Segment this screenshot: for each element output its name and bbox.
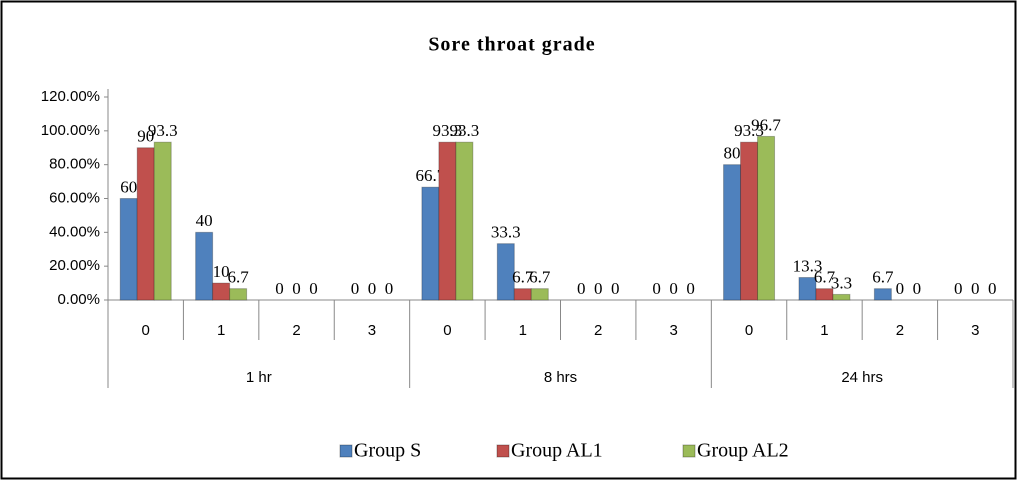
x-tick-label: 0 <box>443 322 451 339</box>
data-label: 93.3 <box>433 121 463 140</box>
bar <box>873 288 892 301</box>
y-tick-label: 0.00% <box>57 291 100 308</box>
data-label: 6.7 <box>529 268 551 287</box>
data-label: 0 <box>368 279 377 298</box>
data-label: 60 <box>120 177 137 196</box>
data-label: 3.3 <box>831 273 852 292</box>
data-label: 33.3 <box>491 223 521 242</box>
data-label: 0 <box>686 279 695 298</box>
data-label: 13.3 <box>793 256 823 275</box>
data-label: 93.3 <box>148 121 178 140</box>
chart-title: Sore throat grade <box>428 34 595 56</box>
data-label: 6.7 <box>512 268 534 287</box>
bar <box>455 141 474 301</box>
legend-label: Group S <box>354 440 421 462</box>
data-label: 6.7 <box>228 268 250 287</box>
data-label: 0 <box>988 279 997 298</box>
bar <box>229 288 248 301</box>
bar <box>723 164 742 301</box>
data-label: 93.3 <box>734 121 764 140</box>
bar <box>421 186 440 301</box>
bar <box>513 288 532 301</box>
x-tick-label: 2 <box>896 322 904 339</box>
x-tick-label: 1 <box>217 322 225 339</box>
data-label: 0 <box>275 279 284 298</box>
legend-label: Group AL1 <box>511 440 603 462</box>
x-tick-label: 1 <box>820 322 828 339</box>
bar <box>832 293 851 301</box>
data-label: 0 <box>309 279 318 298</box>
data-label: 93.3 <box>450 121 480 140</box>
data-label: 40 <box>196 211 213 230</box>
bar <box>496 243 515 301</box>
bar <box>530 288 549 301</box>
x-tick-label: 3 <box>669 322 677 339</box>
legend-swatch <box>682 444 696 458</box>
x-tick-label: 2 <box>292 322 300 339</box>
y-tick-label: 120.00% <box>41 88 100 105</box>
data-label: 0 <box>292 279 301 298</box>
data-label: 0 <box>954 279 963 298</box>
bar <box>153 141 172 301</box>
group-label: 8 hrs <box>544 369 577 386</box>
legend-label: Group AL2 <box>697 440 789 462</box>
x-tick-label: 0 <box>745 322 753 339</box>
bar <box>757 135 776 301</box>
bar <box>438 141 457 301</box>
data-label: 0 <box>971 279 980 298</box>
group-label: 1 hr <box>246 369 272 386</box>
group-label: 24 hrs <box>841 369 883 386</box>
x-tick-label: 1 <box>519 322 527 339</box>
data-label: 0 <box>594 279 603 298</box>
x-tick-label: 3 <box>971 322 979 339</box>
x-tick-label: 3 <box>368 322 376 339</box>
data-label: 0 <box>913 279 922 298</box>
y-tick-label: 40.00% <box>49 223 100 240</box>
legend-swatch <box>339 444 353 458</box>
y-tick-label: 60.00% <box>49 189 100 206</box>
data-label: 6.7 <box>814 268 836 287</box>
data-label: 96.7 <box>751 115 781 134</box>
data-label: 6.7 <box>872 268 894 287</box>
x-tick-label: 0 <box>142 322 150 339</box>
data-label: 0 <box>385 279 394 298</box>
y-tick-label: 80.00% <box>49 156 100 173</box>
bar <box>136 147 155 301</box>
data-label: 0 <box>652 279 661 298</box>
bar <box>119 198 138 301</box>
bar <box>740 141 759 301</box>
data-label: 0 <box>896 279 905 298</box>
data-label: 66.7 <box>416 166 446 185</box>
data-label: 80 <box>724 144 741 163</box>
data-label: 0 <box>611 279 620 298</box>
data-label: 0 <box>577 279 586 298</box>
y-tick-label: 20.00% <box>49 257 100 274</box>
data-label: 90 <box>137 127 154 146</box>
y-tick-label: 100.00% <box>41 122 100 139</box>
bar <box>195 231 214 301</box>
bar <box>815 288 834 301</box>
x-tick-label: 2 <box>594 322 602 339</box>
data-label: 0 <box>351 279 360 298</box>
legend-swatch <box>496 444 510 458</box>
data-label: 10 <box>213 262 230 281</box>
data-label: 0 <box>669 279 678 298</box>
